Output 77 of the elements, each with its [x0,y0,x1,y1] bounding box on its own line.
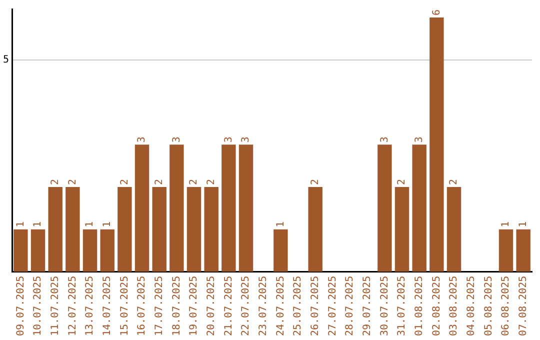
x-tick-label: 01.08.2025 [414,276,425,336]
x-tick-label: 19.07.2025 [188,276,200,336]
data-label: 3 [223,136,234,143]
bar [378,144,392,272]
x-tick-label: 06.08.2025 [500,276,512,336]
x-tick-label: 31.07.2025 [396,276,408,336]
x-tick-label: 17.07.2025 [154,276,165,336]
data-label: 1 [32,221,44,228]
x-tick-label: 26.07.2025 [310,276,321,336]
bar [82,229,98,272]
x-tick-label: 16.07.2025 [136,276,148,336]
data-label: 3 [414,136,425,143]
bar [170,144,184,272]
data-label: 3 [379,136,390,143]
bar [14,229,28,272]
bar [430,17,444,272]
x-tick-label: 29.07.2025 [362,276,373,336]
data-label: 2 [310,178,321,186]
bar [308,187,322,272]
data-label: 1 [15,221,26,228]
data-label: 2 [67,178,78,186]
data-label: 2 [448,178,460,186]
x-tick-label: 30.07.2025 [379,276,390,336]
data-label: 2 [188,178,200,186]
bar [66,187,80,272]
data-label: 2 [396,178,408,186]
bar [134,144,150,272]
x-tick-label: 21.07.2025 [223,276,234,336]
x-tick-label: 25.07.2025 [292,276,304,336]
data-label: 2 [154,178,165,186]
x-tick-label: 27.07.2025 [327,276,338,336]
bar [238,144,254,272]
data-label: 2 [119,178,130,186]
bar [204,187,218,272]
x-tick-label: 18.07.2025 [171,276,182,336]
x-tick-label: 09.07.2025 [15,276,26,336]
data-label: 1 [275,221,286,228]
x-tick-label: 11.07.2025 [50,276,61,336]
bar [222,144,236,272]
bar [152,187,166,272]
x-tick-label: 14.07.2025 [102,276,113,336]
x-tick-label: 03.08.2025 [448,276,460,336]
x-tick-label: 28.07.2025 [344,276,356,336]
x-tick-label: 20.07.2025 [206,276,217,336]
data-label: 1 [518,221,529,228]
x-tick-label: 13.07.2025 [84,276,96,336]
bar [516,229,530,272]
x-tick-label: 23.07.2025 [258,276,269,336]
x-tick-label: 22.07.2025 [240,276,252,336]
x-tick-label: 12.07.2025 [67,276,78,336]
bar [412,144,426,272]
bar [186,187,202,272]
x-tick-label: 04.08.2025 [466,276,477,336]
bar [118,187,132,272]
bar [446,187,462,272]
bar [48,187,62,272]
data-label: 3 [240,136,252,143]
data-label: 1 [500,221,512,228]
bar [274,229,288,272]
y-tick-label: 5 [2,54,10,66]
data-label: 2 [50,178,61,186]
x-tick-label: 02.08.2025 [431,276,442,336]
x-tick-label: 05.08.2025 [483,276,494,336]
data-label: 6 [431,9,442,16]
bar [394,187,410,272]
x-tick-label: 07.08.2025 [518,276,529,336]
bar [100,229,114,272]
x-tick-label: 15.07.2025 [119,276,130,336]
data-label: 2 [206,178,217,186]
data-label: 3 [136,136,148,143]
data-label: 3 [171,136,182,143]
bar [498,229,514,272]
bar [30,229,46,272]
x-tick-label: 24.07.2025 [275,276,286,336]
data-label: 1 [84,221,96,228]
data-label: 1 [102,221,113,228]
x-tick-label: 10.07.2025 [32,276,44,336]
